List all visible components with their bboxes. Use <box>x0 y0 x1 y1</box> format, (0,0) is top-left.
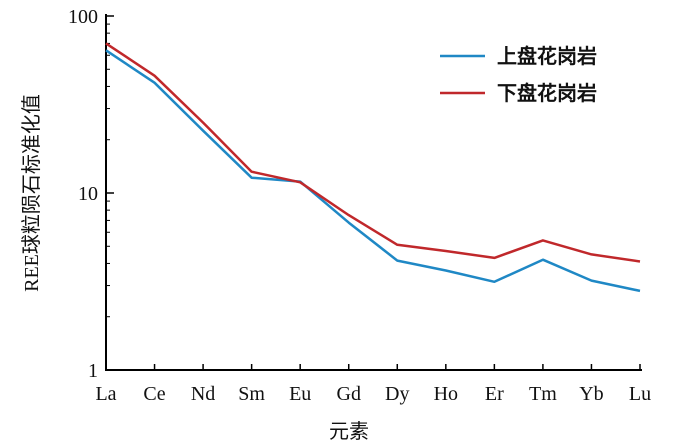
x-axis-title: 元素 <box>329 420 369 443</box>
x-tick-label: Nd <box>191 383 215 405</box>
y-tick-label: 10 <box>78 183 98 205</box>
y-axis-title: REE球粒陨石标准化值 <box>20 94 43 292</box>
x-axis-ticks: La Ce Nd Sm Eu Gd Dy Ho Er Tm Yb Lu <box>95 364 651 405</box>
y-axis-ticks: 1 10 100 <box>68 6 114 382</box>
x-tick-label: Tm <box>529 383 557 405</box>
x-tick-label: Dy <box>385 383 409 405</box>
series-line-2 <box>105 42 641 263</box>
legend-label-1: 上盘花岗岩 <box>497 44 597 68</box>
x-tick-label: La <box>95 383 116 405</box>
x-tick-label: Lu <box>629 383 651 405</box>
x-tick-label: Sm <box>238 383 265 405</box>
x-tick-label: Eu <box>289 383 311 405</box>
x-tick-label: Gd <box>337 383 361 405</box>
plot-area: 1 10 100 La Ce Nd Sm Eu Gd Dy Ho Er Tm Yb Lu <box>68 6 651 405</box>
x-tick-label: Ce <box>143 383 165 405</box>
series-line-1 <box>105 49 641 293</box>
x-tick-label: Er <box>485 383 504 405</box>
y-tick-label: 1 <box>88 360 98 382</box>
legend-label-2: 下盘花岗岩 <box>497 81 597 105</box>
y-tick-label: 100 <box>68 6 98 28</box>
x-tick-label: Yb <box>579 383 603 405</box>
x-tick-label: Ho <box>434 383 458 405</box>
series-lines <box>105 42 641 293</box>
